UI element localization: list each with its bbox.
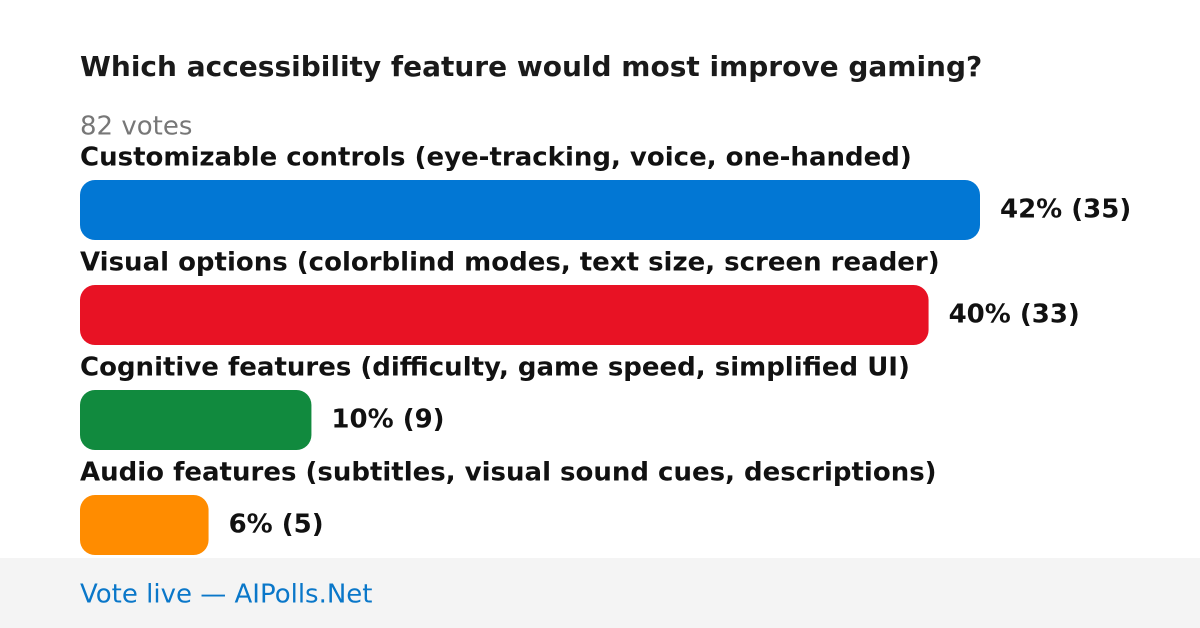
- footer-link[interactable]: Vote live — AIPolls.Net: [80, 580, 373, 610]
- footer-band: [0, 558, 1200, 628]
- result-label: 6% (5): [229, 510, 324, 540]
- result-bar: [80, 285, 929, 345]
- result-bar: [80, 180, 980, 240]
- option-label: Visual options (colorblind modes, text s…: [80, 248, 940, 278]
- option-label: Customizable controls (eye-tracking, voi…: [80, 143, 912, 173]
- vote-count: 82 votes: [80, 112, 192, 142]
- poll-title: Which accessibility feature would most i…: [80, 50, 982, 83]
- result-label: 42% (35): [1000, 195, 1131, 225]
- option-label: Cognitive features (difficulty, game spe…: [80, 353, 910, 383]
- result-bar: [80, 495, 209, 555]
- result-label: 40% (33): [949, 300, 1080, 330]
- result-bar: [80, 390, 312, 450]
- result-label: 10% (9): [331, 405, 444, 435]
- option-label: Audio features (subtitles, visual sound …: [80, 458, 937, 488]
